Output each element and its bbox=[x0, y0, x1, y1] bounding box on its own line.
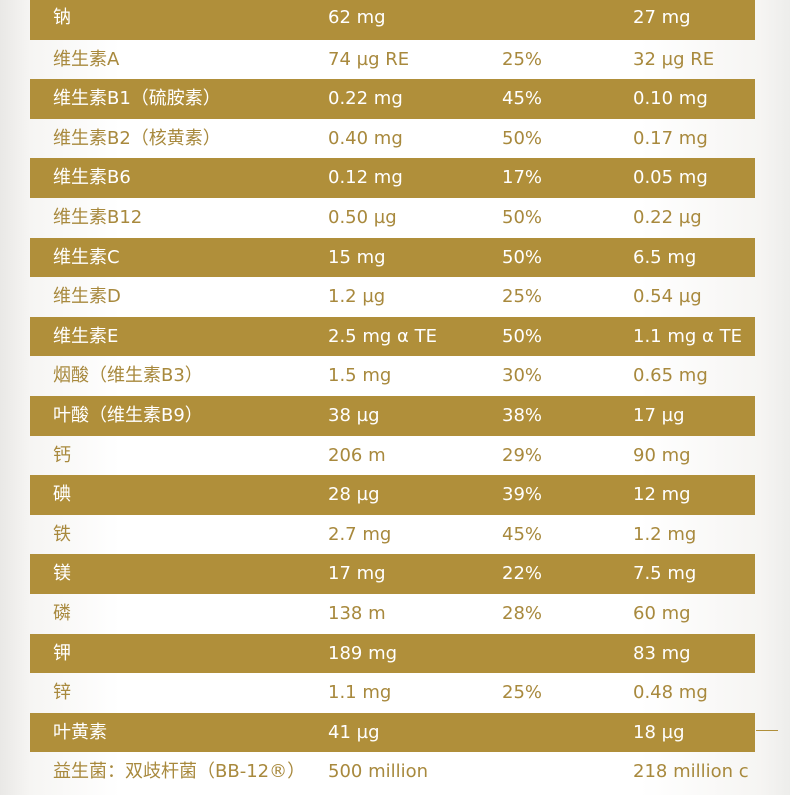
nutrient-nrv: 50% bbox=[502, 246, 543, 268]
nutrient-name: 维生素B2（核黄素） bbox=[53, 127, 221, 149]
nutrient-name: 维生素B6 bbox=[53, 167, 131, 189]
nutrient-amount: 2.7 mg bbox=[328, 523, 392, 545]
nutrient-per-serving: 0.17 mg bbox=[633, 127, 708, 149]
nutrient-name: 镁 bbox=[53, 563, 71, 585]
nutrient-amount: 74 µg RE bbox=[328, 48, 410, 70]
nutrient-name: 叶酸（维生素B9） bbox=[53, 404, 203, 426]
nutrient-name: 维生素B1（硫胺素） bbox=[53, 88, 221, 110]
divider bbox=[756, 730, 778, 731]
nutrient-nrv: 28% bbox=[502, 602, 543, 624]
nutrient-name: 钾 bbox=[53, 642, 71, 664]
table-row: 叶黄素 41 µg 18 µg bbox=[30, 712, 755, 753]
nutrient-per-serving: 90 mg bbox=[633, 444, 691, 466]
table-row: 维生素B6 0.12 mg 17% 0.05 mg bbox=[30, 158, 755, 198]
nutrient-per-serving: 218 million c bbox=[633, 761, 749, 783]
table-row: 维生素D 1.2 µg 25% 0.54 µg bbox=[30, 277, 755, 317]
nutrient-per-serving: 32 µg RE bbox=[633, 48, 715, 70]
nutrient-nrv: 45% bbox=[502, 88, 543, 110]
nutrient-name: 维生素E bbox=[53, 325, 119, 347]
nutrient-nrv: 38% bbox=[502, 404, 543, 426]
nutrient-amount: 138 m bbox=[328, 602, 386, 624]
nutrient-name: 碘 bbox=[53, 484, 71, 506]
nutrient-amount: 0.40 mg bbox=[328, 127, 403, 149]
nutrient-amount: 28 µg bbox=[328, 484, 380, 506]
nutrient-amount: 62 mg bbox=[328, 7, 386, 28]
table-row: 维生素E 2.5 mg α TE 50% 1.1 mg α TE bbox=[30, 316, 755, 357]
table-row: 益生菌：双歧杆菌（BB-12®） 500 million 218 million… bbox=[30, 752, 755, 792]
table-row: 铁 2.7 mg 45% 1.2 mg bbox=[30, 515, 755, 555]
nutrient-nrv: 50% bbox=[502, 325, 543, 347]
nutrient-amount: 1.5 mg bbox=[328, 365, 392, 387]
nutrient-amount: 38 µg bbox=[328, 404, 380, 426]
table-row: 镁 17 mg 22% 7.5 mg bbox=[30, 554, 755, 594]
nutrient-nrv: 25% bbox=[502, 682, 543, 704]
table-row: 维生素A 74 µg RE 25% 32 µg RE bbox=[30, 40, 755, 80]
nutrient-amount: 41 µg bbox=[328, 721, 380, 743]
nutrient-per-serving: 6.5 mg bbox=[633, 246, 697, 268]
nutrient-name: 维生素B12 bbox=[53, 206, 143, 228]
nutrient-per-serving: 7.5 mg bbox=[633, 563, 697, 585]
nutrient-name: 钙 bbox=[53, 444, 71, 466]
nutrient-name: 铁 bbox=[53, 523, 71, 545]
nutrient-per-serving: 1.1 mg α TE bbox=[633, 325, 742, 347]
nutrient-per-serving: 83 mg bbox=[633, 642, 691, 664]
nutrient-name: 烟酸（维生素B3） bbox=[53, 365, 203, 387]
nutrient-name: 益生菌：双歧杆菌（BB-12®） bbox=[53, 761, 306, 783]
nutrient-nrv: 39% bbox=[502, 484, 543, 506]
table-row: 维生素C 15 mg 50% 6.5 mg bbox=[30, 237, 755, 278]
nutrient-amount: 0.12 mg bbox=[328, 167, 403, 189]
nutrient-name: 叶黄素 bbox=[53, 721, 107, 743]
nutrient-per-serving: 0.22 µg bbox=[633, 206, 702, 228]
table-row: 锌 1.1 mg 25% 0.48 mg bbox=[30, 673, 755, 713]
nutrient-name: 维生素D bbox=[53, 286, 121, 308]
nutrient-amount: 15 mg bbox=[328, 246, 386, 268]
table-row: 钠 62 mg 27 mg bbox=[30, 0, 755, 40]
nutrient-amount: 206 m bbox=[328, 444, 386, 466]
nutrient-nrv: 29% bbox=[502, 444, 543, 466]
nutrient-nrv: 22% bbox=[502, 563, 543, 585]
nutrient-per-serving: 0.65 mg bbox=[633, 365, 708, 387]
nutrient-nrv: 50% bbox=[502, 127, 543, 149]
nutrient-name: 维生素A bbox=[53, 48, 120, 70]
nutrient-amount: 189 mg bbox=[328, 642, 398, 664]
nutrient-amount: 1.1 mg bbox=[328, 682, 392, 704]
table-row: 磷 138 m 28% 60 mg bbox=[30, 594, 755, 634]
table-row: 维生素B1（硫胺素） 0.22 mg 45% 0.10 mg bbox=[30, 79, 755, 119]
nutrient-per-serving: 0.54 µg bbox=[633, 286, 702, 308]
nutrient-nrv: 45% bbox=[502, 523, 543, 545]
nutrient-per-serving: 0.05 mg bbox=[633, 167, 708, 189]
table-row: 维生素B12 0.50 µg 50% 0.22 µg bbox=[30, 198, 755, 238]
nutrient-nrv: 50% bbox=[502, 206, 543, 228]
nutrient-amount: 1.2 µg bbox=[328, 286, 386, 308]
nutrient-per-serving: 60 mg bbox=[633, 602, 691, 624]
nutrient-per-serving: 1.2 mg bbox=[633, 523, 697, 545]
nutrient-per-serving: 0.48 mg bbox=[633, 682, 708, 704]
table-row: 碘 28 µg 39% 12 mg bbox=[30, 475, 755, 515]
nutrient-amount: 0.22 mg bbox=[328, 88, 403, 110]
nutrient-per-serving: 18 µg bbox=[633, 721, 685, 743]
table-row: 钾 189 mg 83 mg bbox=[30, 633, 755, 674]
nutrient-per-serving: 27 mg bbox=[633, 7, 691, 28]
table-row: 钙 206 m 29% 90 mg bbox=[30, 436, 755, 476]
nutrient-amount: 2.5 mg α TE bbox=[328, 325, 437, 347]
nutrient-name: 磷 bbox=[53, 602, 71, 624]
nutrient-nrv: 25% bbox=[502, 48, 543, 70]
nutrient-per-serving: 12 mg bbox=[633, 484, 691, 506]
nutrient-per-serving: 17 µg bbox=[633, 404, 685, 426]
table-row: 叶酸（维生素B9） 38 µg 38% 17 µg bbox=[30, 395, 755, 436]
nutrient-nrv: 30% bbox=[502, 365, 543, 387]
nutrient-amount: 17 mg bbox=[328, 563, 386, 585]
table-row: 维生素B2（核黄素） 0.40 mg 50% 0.17 mg bbox=[30, 119, 755, 159]
nutrient-name: 钠 bbox=[53, 7, 71, 28]
table-row: 烟酸（维生素B3） 1.5 mg 30% 0.65 mg bbox=[30, 356, 755, 396]
nutrient-amount: 500 million bbox=[328, 761, 429, 783]
nutrient-amount: 0.50 µg bbox=[328, 206, 397, 228]
nutrient-name: 锌 bbox=[53, 682, 71, 704]
nutrition-table: 钠 62 mg 27 mg 维生素A 74 µg RE 25% 32 µg RE… bbox=[30, 0, 755, 792]
nutrient-name: 维生素C bbox=[53, 246, 120, 268]
nutrient-per-serving: 0.10 mg bbox=[633, 88, 708, 110]
nutrient-nrv: 17% bbox=[502, 167, 543, 189]
nutrient-nrv: 25% bbox=[502, 286, 543, 308]
